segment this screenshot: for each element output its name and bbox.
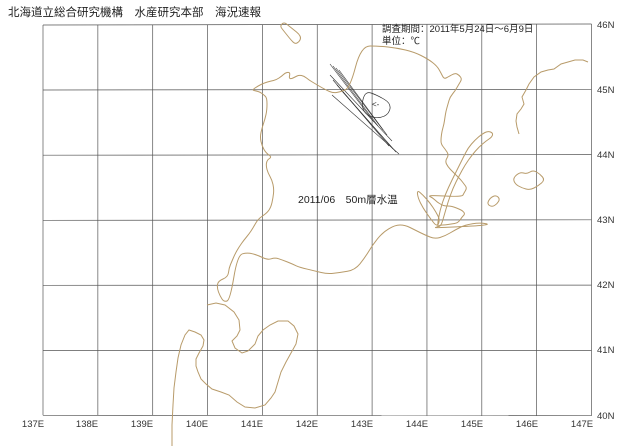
svg-text:46N: 46N (597, 20, 615, 31)
svg-text:139E: 139E (131, 419, 153, 430)
svg-text:147E: 147E (571, 419, 593, 430)
svg-text:145E: 145E (461, 419, 483, 430)
svg-text:北海道立総合研究機構 水産研究本部 海況速報: 北海道立総合研究機構 水産研究本部 海況速報 (8, 5, 261, 19)
svg-text:41N: 41N (597, 345, 615, 356)
svg-text:42N: 42N (597, 280, 615, 291)
svg-text:142E: 142E (296, 419, 318, 430)
svg-text:138E: 138E (76, 419, 98, 430)
svg-text:2011/06 50m層水温: 2011/06 50m層水温 (298, 194, 398, 206)
svg-text:137E: 137E (22, 419, 44, 430)
svg-text:43N: 43N (597, 215, 615, 226)
svg-text:146E: 146E (516, 419, 538, 430)
svg-text:44N: 44N (597, 150, 615, 161)
svg-text:<-: <- (372, 100, 380, 109)
svg-text:140E: 140E (186, 419, 208, 430)
svg-text:40N: 40N (597, 411, 615, 422)
svg-text:141E: 141E (241, 419, 263, 430)
svg-text:単位：℃: 単位：℃ (382, 35, 421, 47)
svg-text:45N: 45N (597, 85, 615, 96)
svg-text:調査期間：2011年5月24日～6月9日: 調査期間：2011年5月24日～6月9日 (382, 23, 533, 35)
svg-text:144E: 144E (406, 419, 428, 430)
svg-text:143E: 143E (351, 419, 373, 430)
